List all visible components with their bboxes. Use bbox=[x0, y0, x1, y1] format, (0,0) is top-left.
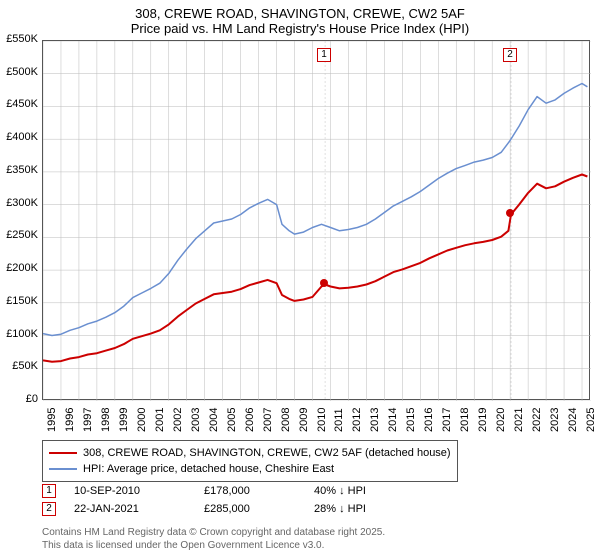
x-tick-label: 2020 bbox=[495, 408, 507, 432]
sale-marker-label-1: 1 bbox=[317, 48, 331, 62]
sale-row-diff: 28% ↓ HPI bbox=[314, 503, 414, 515]
x-tick-label: 2016 bbox=[423, 408, 435, 432]
x-tick-label: 2000 bbox=[136, 408, 148, 432]
x-tick-label: 2018 bbox=[459, 408, 471, 432]
y-tick-label: £300K bbox=[0, 197, 38, 209]
sale-row-1: 1 10-SEP-2010£178,00040% ↓ HPI bbox=[42, 482, 414, 500]
x-tick-label: 1998 bbox=[100, 408, 112, 432]
footer-attribution: Contains HM Land Registry data © Crown c… bbox=[42, 526, 385, 552]
x-tick-label: 2024 bbox=[567, 408, 579, 432]
x-tick-label: 2019 bbox=[477, 408, 489, 432]
y-tick-label: £50K bbox=[0, 360, 38, 372]
sale-marker-dot-2 bbox=[506, 209, 514, 217]
legend-label: HPI: Average price, detached house, Ches… bbox=[83, 463, 334, 475]
x-tick-label: 2007 bbox=[262, 408, 274, 432]
x-tick-label: 2011 bbox=[333, 408, 345, 432]
legend-row-price_paid: 308, CREWE ROAD, SHAVINGTON, CREWE, CW2 … bbox=[49, 445, 451, 461]
sale-marker-dot-1 bbox=[320, 279, 328, 287]
y-tick-label: £450K bbox=[0, 98, 38, 110]
y-tick-label: £200K bbox=[0, 262, 38, 274]
series-price_paid bbox=[43, 175, 587, 362]
x-tick-label: 2015 bbox=[405, 408, 417, 432]
legend-label: 308, CREWE ROAD, SHAVINGTON, CREWE, CW2 … bbox=[83, 447, 451, 459]
x-tick-label: 1995 bbox=[46, 408, 58, 432]
series-hpi bbox=[43, 84, 587, 336]
y-tick-label: £350K bbox=[0, 164, 38, 176]
legend-row-hpi: HPI: Average price, detached house, Ches… bbox=[49, 461, 451, 477]
x-tick-label: 2006 bbox=[244, 408, 256, 432]
sale-row-2: 2 22-JAN-2021£285,00028% ↓ HPI bbox=[42, 500, 414, 518]
x-tick-label: 2023 bbox=[549, 408, 561, 432]
y-tick-label: £400K bbox=[0, 131, 38, 143]
y-tick-label: £550K bbox=[0, 33, 38, 45]
x-tick-label: 1996 bbox=[64, 408, 76, 432]
legend-swatch bbox=[49, 468, 77, 470]
sale-row-diff: 40% ↓ HPI bbox=[314, 485, 414, 497]
y-tick-label: £250K bbox=[0, 229, 38, 241]
x-tick-label: 2013 bbox=[369, 408, 381, 432]
sale-row-marker: 1 bbox=[42, 484, 56, 498]
sale-row-marker: 2 bbox=[42, 502, 56, 516]
y-tick-label: £100K bbox=[0, 328, 38, 340]
y-tick-label: £500K bbox=[0, 66, 38, 78]
x-tick-label: 2010 bbox=[316, 408, 328, 432]
x-tick-label: 2021 bbox=[513, 408, 525, 432]
x-tick-label: 2001 bbox=[154, 408, 166, 432]
chart-title-line1: 308, CREWE ROAD, SHAVINGTON, CREWE, CW2 … bbox=[0, 0, 600, 21]
footer-line2: This data is licensed under the Open Gov… bbox=[42, 539, 385, 552]
y-tick-label: £150K bbox=[0, 295, 38, 307]
sale-markers-table: 1 10-SEP-2010£178,00040% ↓ HPI 2 22-JAN-202… bbox=[42, 482, 414, 518]
x-tick-label: 2009 bbox=[298, 408, 310, 432]
x-tick-label: 2014 bbox=[387, 408, 399, 432]
sale-row-date: 22-JAN-2021 bbox=[74, 503, 204, 515]
x-tick-label: 2017 bbox=[441, 408, 453, 432]
x-tick-label: 2003 bbox=[190, 408, 202, 432]
sale-row-date: 10-SEP-2010 bbox=[74, 485, 204, 497]
x-tick-label: 2005 bbox=[226, 408, 238, 432]
chart-title-line2: Price paid vs. HM Land Registry's House … bbox=[0, 21, 600, 40]
footer-line1: Contains HM Land Registry data © Crown c… bbox=[42, 526, 385, 539]
x-tick-label: 1999 bbox=[118, 408, 130, 432]
x-tick-label: 1997 bbox=[82, 408, 94, 432]
legend-swatch bbox=[49, 452, 77, 454]
y-tick-label: £0 bbox=[0, 393, 38, 405]
x-tick-label: 2022 bbox=[531, 408, 543, 432]
x-tick-label: 2025 bbox=[585, 408, 597, 432]
sale-marker-label-2: 2 bbox=[503, 48, 517, 62]
sale-row-price: £178,000 bbox=[204, 485, 314, 497]
sale-row-price: £285,000 bbox=[204, 503, 314, 515]
x-tick-label: 2004 bbox=[208, 408, 220, 432]
legend-box: 308, CREWE ROAD, SHAVINGTON, CREWE, CW2 … bbox=[42, 440, 458, 482]
chart-plot-area bbox=[42, 40, 590, 400]
x-tick-label: 2012 bbox=[351, 408, 363, 432]
x-tick-label: 2002 bbox=[172, 408, 184, 432]
chart-svg bbox=[43, 41, 591, 401]
x-tick-label: 2008 bbox=[280, 408, 292, 432]
